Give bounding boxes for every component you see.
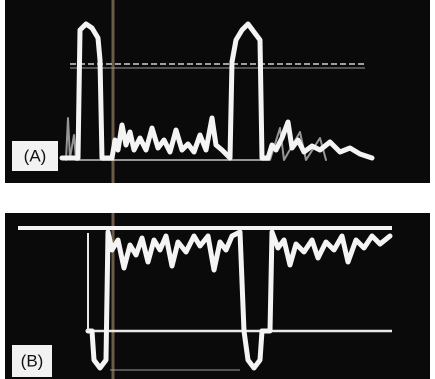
label-box: [12, 345, 52, 377]
panel-label: (B): [21, 351, 44, 370]
waveform: [59, 21, 375, 161]
label-box: [12, 141, 58, 171]
panel-a: (A): [5, 0, 430, 183]
panel-label: (A): [24, 146, 47, 165]
waveform-noise: [65, 117, 327, 161]
panel-b: (B): [5, 213, 430, 379]
waveform: [85, 229, 393, 371]
screen: [5, 213, 430, 379]
